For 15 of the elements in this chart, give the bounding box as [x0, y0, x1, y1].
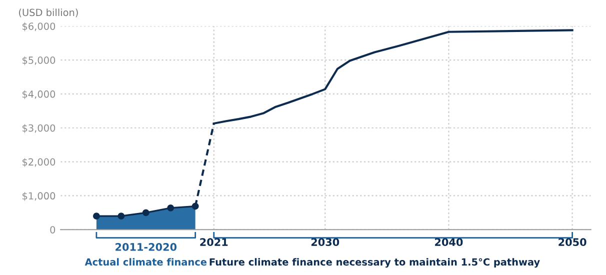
text: 2011-2020 — [116, 243, 177, 251]
y-tick-label: $1,000 — [22, 192, 56, 201]
x-tick-label: 2030 — [311, 238, 340, 246]
text: Actual climate finance — [84, 258, 207, 266]
x-tick-label: 2040 — [435, 238, 463, 246]
y-tick-label: 0 — [50, 226, 56, 234]
y-tick-label: $3,000 — [22, 124, 56, 133]
y-axis-title: (USD billion) — [19, 8, 78, 18]
text: Future climate finance necessary to maintain 1.5°C pathway — [210, 258, 540, 268]
y-tick-label: $2,000 — [22, 158, 56, 167]
y-tick-label: $4,000 — [22, 90, 56, 100]
x-tick-label: 2050 — [558, 238, 586, 246]
x-tick-label: 2021 — [200, 238, 228, 246]
y-tick-label: $6,000 — [22, 22, 56, 32]
y-tick-label: $5,000 — [22, 56, 56, 66]
